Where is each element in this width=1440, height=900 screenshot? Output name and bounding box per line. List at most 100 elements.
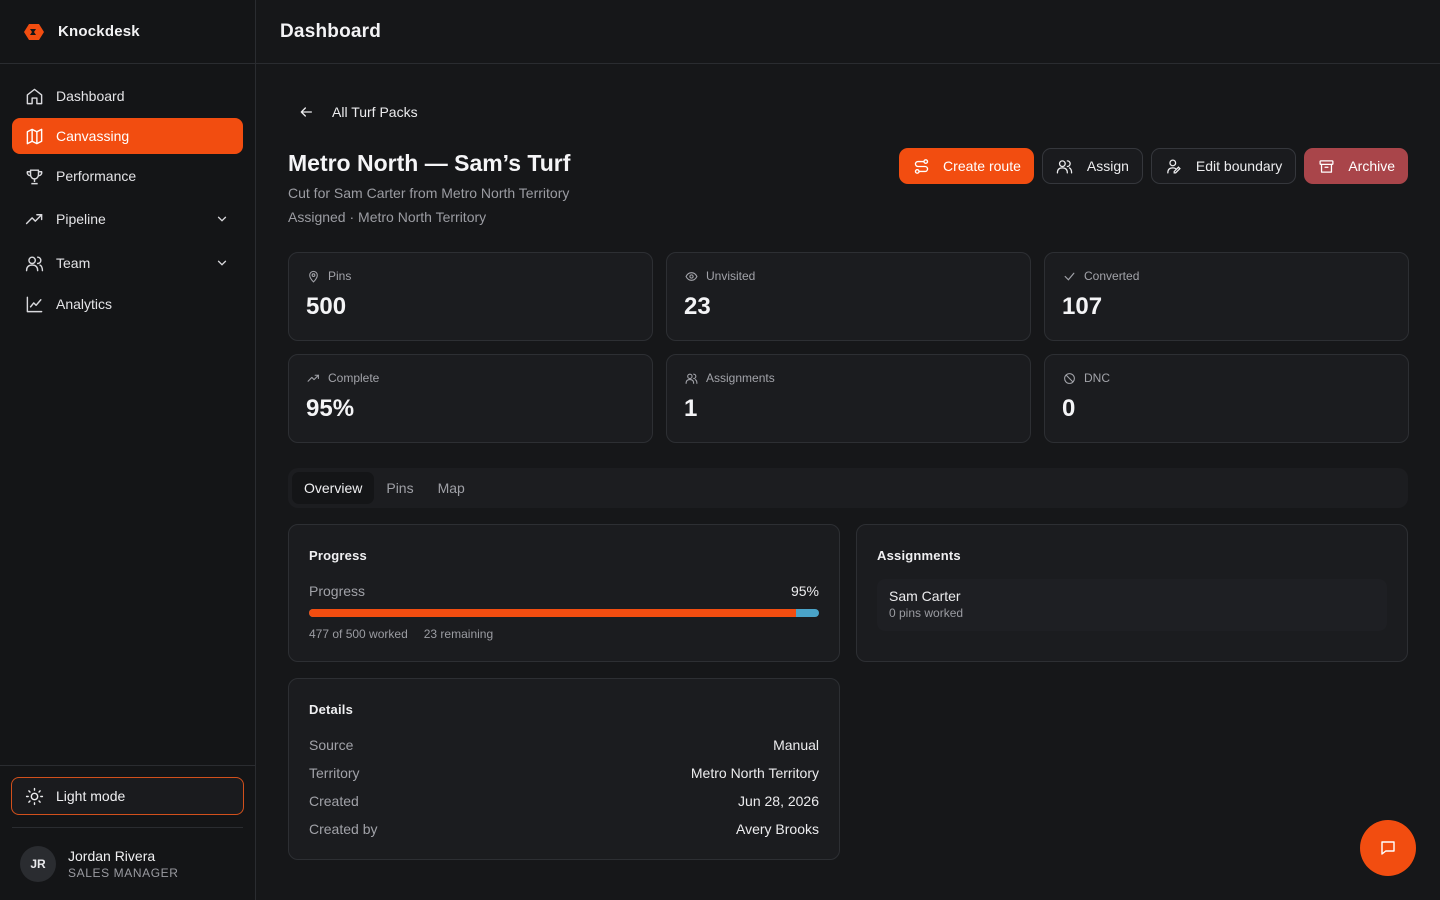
stat-value: 1 bbox=[684, 395, 698, 422]
progress-bar bbox=[309, 609, 819, 617]
archive-icon bbox=[1317, 157, 1335, 175]
action-bar: Create route Assign Edit boundary Archiv… bbox=[899, 148, 1408, 184]
knockdesk-logo-icon bbox=[24, 23, 44, 40]
progress-card: Progress Progress 95% 477 of 500 worked … bbox=[288, 524, 840, 662]
light-mode-button[interactable]: Light mode bbox=[11, 777, 244, 815]
sidebar-item-canvassing[interactable]: Canvassing bbox=[12, 118, 243, 154]
eye-icon bbox=[684, 269, 698, 283]
brand[interactable]: Knockdesk bbox=[0, 0, 255, 64]
trending-up-icon bbox=[306, 371, 320, 385]
light-mode-label: Light mode bbox=[56, 788, 126, 804]
detail-key: Created by bbox=[309, 821, 378, 837]
edit-boundary-label: Edit boundary bbox=[1195, 158, 1283, 174]
check-icon bbox=[1062, 269, 1076, 283]
detail-row-created-by: Created by Avery Brooks bbox=[309, 815, 819, 843]
detail-value: Jun 28, 2026 bbox=[738, 793, 819, 809]
tab-bar: Overview Pins Map bbox=[288, 468, 1408, 508]
detail-key: Territory bbox=[309, 765, 360, 781]
details-card: Details Source Manual Territory Metro No… bbox=[288, 678, 840, 860]
sidebar-item-label: Pipeline bbox=[56, 211, 106, 227]
stats-grid: Pins 500 Unvisited 23 Converted 107 bbox=[288, 252, 1409, 443]
stat-value: 0 bbox=[1062, 395, 1076, 422]
theme-toggle-wrap: Light mode bbox=[0, 765, 255, 827]
back-link[interactable]: All Turf Packs bbox=[298, 104, 418, 120]
sidebar-item-team[interactable]: Team bbox=[12, 242, 243, 284]
progress-percent: 95% bbox=[790, 583, 819, 599]
assignments-card: Assignments Sam Carter 0 pins worked bbox=[856, 524, 1408, 662]
sidebar-item-analytics[interactable]: Analytics bbox=[12, 286, 243, 322]
stat-label: Complete bbox=[328, 371, 380, 385]
sidebar-item-pipeline[interactable]: Pipeline bbox=[12, 198, 243, 240]
avatar: JR bbox=[20, 846, 56, 882]
stat-label: Assignments bbox=[706, 371, 775, 385]
topbar: Dashboard bbox=[256, 0, 1440, 64]
pin-icon bbox=[306, 269, 320, 283]
detail-value: Manual bbox=[773, 737, 819, 753]
tab-pins[interactable]: Pins bbox=[386, 480, 414, 496]
sidebar-footer: Light mode JR Jordan Rivera SALES MANAGE… bbox=[0, 765, 255, 900]
edit-boundary-button[interactable]: Edit boundary bbox=[1150, 148, 1297, 184]
sidebar-item-label: Performance bbox=[56, 168, 137, 184]
assignee-name: Sam Carter bbox=[889, 588, 961, 604]
tab-map[interactable]: Map bbox=[437, 480, 465, 496]
user-profile[interactable]: JR Jordan Rivera SALES MANAGER bbox=[12, 827, 243, 900]
card-title: Progress bbox=[309, 548, 367, 563]
back-link-label: All Turf Packs bbox=[332, 104, 418, 120]
route-icon bbox=[912, 157, 930, 175]
sidebar-item-label: Analytics bbox=[56, 296, 113, 312]
progress-remaining: 23 remaining bbox=[423, 627, 494, 641]
stat-label: Unvisited bbox=[706, 269, 756, 283]
tab-overview[interactable]: Overview bbox=[292, 472, 375, 504]
home-icon bbox=[24, 86, 44, 106]
card-title: Details bbox=[309, 702, 354, 717]
assignment-item[interactable]: Sam Carter 0 pins worked bbox=[877, 579, 1387, 631]
stat-label: DNC bbox=[1084, 371, 1110, 385]
assign-label: Assign bbox=[1086, 158, 1129, 174]
progress-worked: 477 of 500 worked bbox=[309, 627, 408, 641]
user-name: Jordan Rivera bbox=[68, 848, 156, 864]
archive-button[interactable]: Archive bbox=[1304, 148, 1408, 184]
sun-icon bbox=[24, 786, 44, 806]
sidebar-nav: Dashboard Canvassing Performance Pipelin… bbox=[0, 64, 255, 340]
stat-card-converted: Converted 107 bbox=[1044, 252, 1409, 341]
stat-value: 500 bbox=[306, 293, 347, 320]
stat-value: 107 bbox=[1062, 293, 1103, 320]
page-title: Metro North — Sam’s Turf bbox=[288, 150, 571, 176]
chart-icon bbox=[24, 294, 44, 314]
brand-name: Knockdesk bbox=[58, 23, 140, 40]
map-icon bbox=[24, 126, 44, 146]
detail-key: Created bbox=[309, 793, 359, 809]
archive-label: Archive bbox=[1348, 158, 1395, 174]
page-subtitle: Cut for Sam Carter from Metro North Terr… bbox=[288, 185, 570, 201]
status-line: Assigned · Metro North Territory bbox=[288, 209, 487, 225]
ban-icon bbox=[1062, 371, 1076, 385]
assign-button[interactable]: Assign bbox=[1041, 148, 1143, 184]
stat-label: Pins bbox=[328, 269, 352, 283]
detail-key: Source bbox=[309, 737, 354, 753]
progress-bar-fill bbox=[309, 609, 796, 617]
detail-row-territory: Territory Metro North Territory bbox=[309, 759, 819, 787]
users-icon bbox=[684, 371, 698, 385]
sidebar-item-dashboard[interactable]: Dashboard bbox=[12, 78, 243, 114]
arrow-left-icon bbox=[300, 107, 312, 117]
users-icon bbox=[1056, 157, 1074, 175]
topbar-title: Dashboard bbox=[280, 20, 382, 42]
assignee-pins-worked: 0 pins worked bbox=[889, 606, 964, 620]
trophy-icon bbox=[24, 166, 44, 186]
sidebar-item-performance[interactable]: Performance bbox=[12, 158, 243, 194]
detail-row-source: Source Manual bbox=[309, 731, 819, 759]
detail-value: Metro North Territory bbox=[690, 765, 819, 781]
trend-icon bbox=[24, 209, 44, 229]
chat-button[interactable] bbox=[1360, 820, 1416, 876]
sidebar-item-label: Canvassing bbox=[56, 128, 130, 144]
sidebar-item-label: Dashboard bbox=[56, 88, 125, 104]
stat-card-dnc: DNC 0 bbox=[1044, 354, 1409, 443]
detail-value: Avery Brooks bbox=[736, 821, 819, 837]
create-route-label: Create route bbox=[943, 158, 1021, 174]
card-title: Assignments bbox=[877, 548, 961, 563]
stat-card-unvisited: Unvisited 23 bbox=[666, 252, 1031, 341]
user-role: SALES MANAGER bbox=[68, 866, 179, 880]
chevron-down-icon[interactable] bbox=[215, 256, 229, 270]
create-route-button[interactable]: Create route bbox=[899, 148, 1034, 184]
chevron-down-icon[interactable] bbox=[215, 212, 229, 226]
